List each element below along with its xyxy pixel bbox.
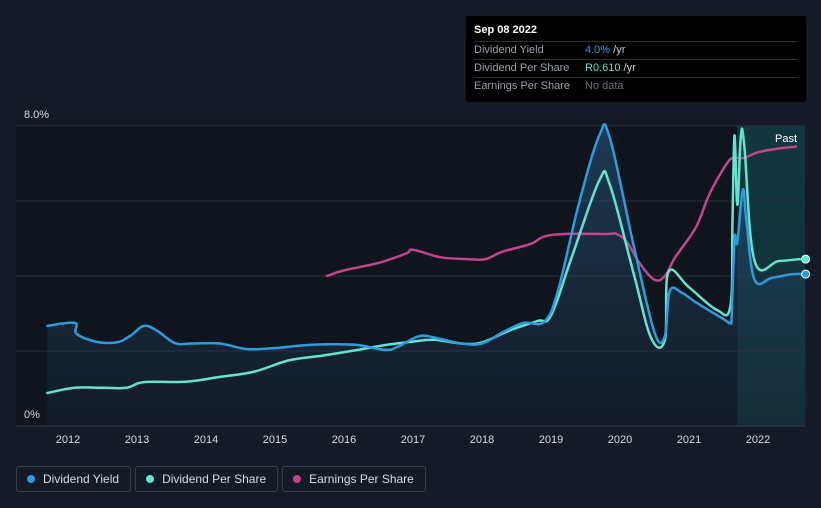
- x-tick-label: 2016: [332, 434, 356, 446]
- series-line-dividend-per-share: [46, 127, 807, 395]
- legend-dot-icon: [293, 475, 302, 483]
- y-axis-bottom-label: 0%: [24, 409, 40, 421]
- x-tick-label: 2012: [56, 434, 80, 446]
- tooltip-value: 4.0%: [585, 44, 611, 56]
- x-tick-label: 2014: [194, 434, 218, 446]
- legend: Dividend Yield Dividend Per Share Earnin…: [16, 466, 426, 492]
- x-tick-label: 2013: [125, 434, 149, 446]
- series-end-marker-dividend-yield: [801, 269, 811, 279]
- tooltip-row-dividend-per-share: Dividend Per Share R0.610 /yr: [474, 59, 798, 77]
- tooltip-label: Earnings Per Share: [474, 80, 570, 92]
- tooltip: Sep 08 2022 Dividend Yield 4.0% /yr Divi…: [466, 16, 806, 102]
- series-line-earnings-per-share: [325, 145, 798, 282]
- x-tick-label: 2021: [677, 434, 701, 446]
- tooltip-label: Dividend Yield: [474, 44, 544, 56]
- legend-dot-icon: [146, 475, 155, 483]
- tooltip-unit: /yr: [613, 44, 626, 56]
- tooltip-row-dividend-yield: Dividend Yield 4.0% /yr: [474, 41, 798, 59]
- legend-item-earnings-per-share[interactable]: Earnings Per Share: [282, 466, 426, 492]
- x-tick-label: 2020: [608, 434, 632, 446]
- end-markers: [801, 254, 811, 279]
- dividend-chart: 2012 2013 2014 2015 2016 2017 2018 2019 2020 2021…: [16, 109, 811, 446]
- legend-label: Earnings Per Share: [309, 472, 414, 486]
- past-label: Past: [775, 133, 797, 145]
- series-end-marker-dividend-per-share: [801, 254, 811, 264]
- legend-item-dividend-yield[interactable]: Dividend Yield: [16, 466, 132, 492]
- legend-label: Dividend Yield: [43, 472, 120, 486]
- tooltip-unit: /yr: [623, 62, 636, 74]
- tooltip-date: Sep 08 2022: [474, 24, 537, 36]
- x-tick-label: 2018: [470, 434, 494, 446]
- series-lines: [46, 123, 807, 395]
- legend-label: Dividend Per Share: [162, 472, 267, 486]
- tooltip-value: No data: [585, 80, 624, 92]
- x-tick-label: 2017: [401, 434, 425, 446]
- tooltip-label: Dividend Per Share: [474, 62, 570, 74]
- tooltip-value: R0.610: [585, 62, 621, 74]
- x-tick-label: 2015: [263, 434, 287, 446]
- x-axis-ticks: 2012 2013 2014 2015 2016 2017 2018 2019 2020 2021…: [56, 434, 770, 446]
- x-tick-label: 2022: [746, 434, 770, 446]
- tooltip-row-earnings-per-share: Earnings Per Share No data: [474, 77, 798, 95]
- series-line-dividend-yield: [46, 123, 807, 352]
- legend-dot-icon: [27, 475, 35, 483]
- x-tick-label: 2019: [539, 434, 563, 446]
- dividend-yield-area: [47, 124, 806, 426]
- legend-item-dividend-per-share[interactable]: Dividend Per Share: [135, 466, 279, 492]
- y-axis-top-label: 8.0%: [24, 109, 49, 121]
